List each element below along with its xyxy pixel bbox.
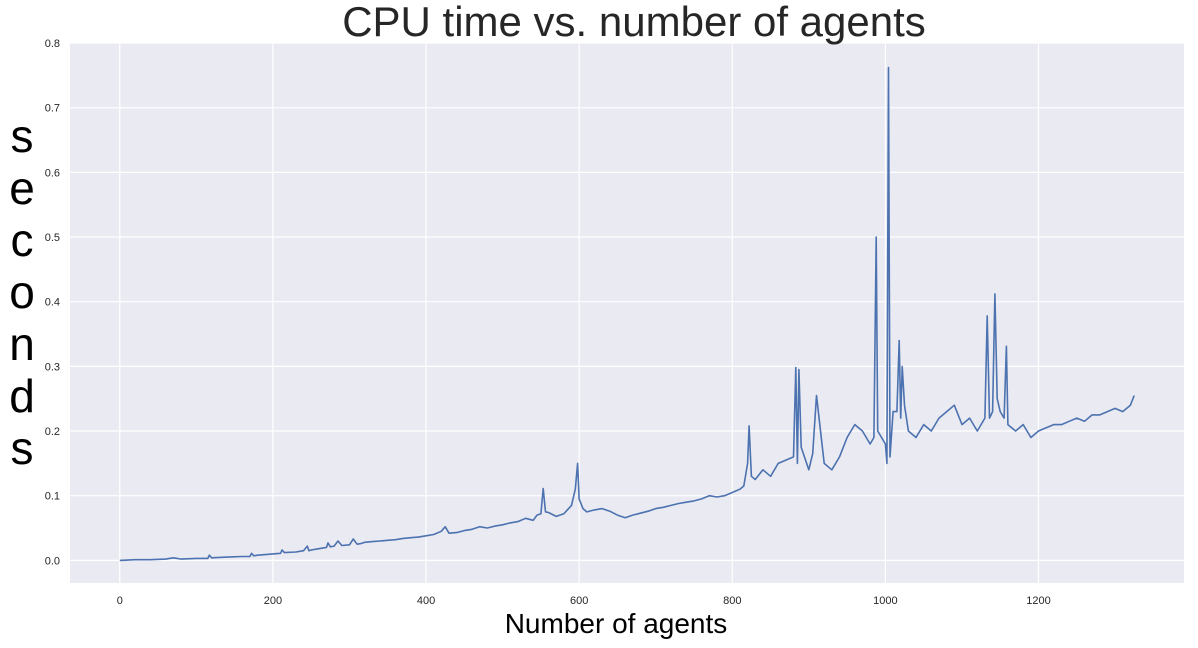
- series-group: [119, 66, 1135, 562]
- x-tick-label: 1000: [873, 595, 897, 607]
- y-axis-label-letter: o: [9, 266, 35, 318]
- y-axis-label-letter: n: [9, 318, 35, 370]
- horizontal-gridlines: [70, 42, 1184, 561]
- y-tick-label: 0.8: [45, 38, 60, 50]
- y-tick-label: 0.4: [45, 297, 60, 309]
- y-axis-label-letter: s: [11, 422, 34, 474]
- vertical-gridlines: [119, 43, 1040, 583]
- y-tick-label: 0.7: [45, 103, 60, 115]
- y-axis-label-letter: c: [11, 214, 34, 266]
- series-line-0: [119, 66, 1135, 562]
- x-tick-label: 400: [417, 595, 435, 607]
- x-tick-label: 0: [117, 595, 123, 607]
- x-tick-labels: 0 200 400 600 800 1000 1200: [117, 595, 1051, 607]
- y-tick-label: 0.3: [45, 361, 60, 373]
- y-tick-label: 0.6: [45, 167, 60, 179]
- y-tick-label: 0.1: [45, 491, 60, 503]
- y-tick-label: 0.5: [45, 232, 60, 244]
- y-axis-label-letter: d: [9, 370, 35, 422]
- y-tick-label: 0.0: [45, 555, 60, 567]
- y-tick-label: 0.2: [45, 426, 60, 438]
- x-axis-label: Number of agents: [505, 608, 728, 639]
- chart-title: CPU time vs. number of agents: [342, 0, 926, 45]
- plot-area: [70, 43, 1184, 583]
- x-tick-label: 1200: [1026, 595, 1050, 607]
- y-axis-label-letter: e: [9, 162, 35, 214]
- x-tick-label: 200: [264, 595, 282, 607]
- x-tick-label: 600: [570, 595, 588, 607]
- x-tick-label: 800: [723, 595, 741, 607]
- y-axis-label-letter: s: [11, 110, 34, 162]
- y-tick-labels: 0.0 0.1 0.2 0.3 0.4 0.5 0.6 0.7 0.8: [45, 38, 60, 567]
